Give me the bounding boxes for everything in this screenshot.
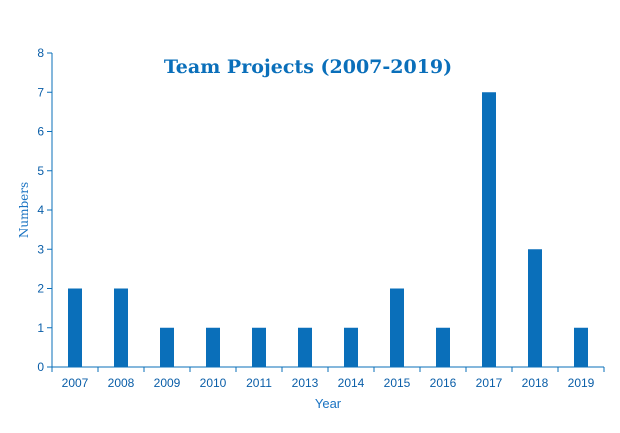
bar-2018 (528, 249, 542, 367)
bar-2009 (160, 327, 174, 367)
x-axis: 2007 2008 2009 2010 2011 2013 2014 2015 2016 2017… (51, 366, 605, 390)
bar-2011 (252, 327, 266, 367)
y-axis: 0 1 2 3 4 5 6 7 8 (37, 46, 53, 374)
x-axis-label: Year (315, 396, 342, 411)
bar-2016 (436, 327, 450, 367)
x-tick-label: 2007 (62, 376, 89, 390)
bar-2008 (114, 288, 128, 367)
y-tick-label: 8 (37, 46, 44, 60)
x-tick-label: 2008 (108, 376, 135, 390)
bar-2007 (68, 288, 82, 367)
bar-2015 (390, 288, 404, 367)
y-tick-label: 7 (37, 85, 44, 99)
chart-title: Team Projects (2007-2019) (164, 56, 452, 78)
y-tick-label: 3 (37, 242, 44, 256)
bar-2019 (574, 327, 588, 367)
y-axis-label: Numbers (17, 182, 31, 238)
x-tick-label: 2016 (430, 376, 457, 390)
bars-group (68, 92, 588, 367)
x-tick-label: 2010 (200, 376, 227, 390)
y-tick-label: 1 (37, 321, 44, 335)
x-tick-label: 2018 (522, 376, 549, 390)
y-tick-label: 2 (37, 282, 44, 296)
bar-2017 (482, 92, 496, 367)
y-tick-label: 6 (37, 125, 44, 139)
x-tick-label: 2015 (384, 376, 411, 390)
bar-2013 (298, 327, 312, 367)
y-tick-label: 0 (37, 360, 44, 374)
x-tick-label: 2019 (568, 376, 595, 390)
y-tick-label: 5 (37, 164, 44, 178)
x-tick-label: 2017 (476, 376, 503, 390)
bar-2010 (206, 327, 220, 367)
x-tick-label: 2014 (338, 376, 365, 390)
x-tick-label: 2009 (154, 376, 181, 390)
x-tick-label: 2011 (246, 376, 272, 390)
bar-2014 (344, 327, 358, 367)
y-tick-label: 4 (37, 203, 44, 217)
x-tick-label: 2013 (292, 376, 319, 390)
